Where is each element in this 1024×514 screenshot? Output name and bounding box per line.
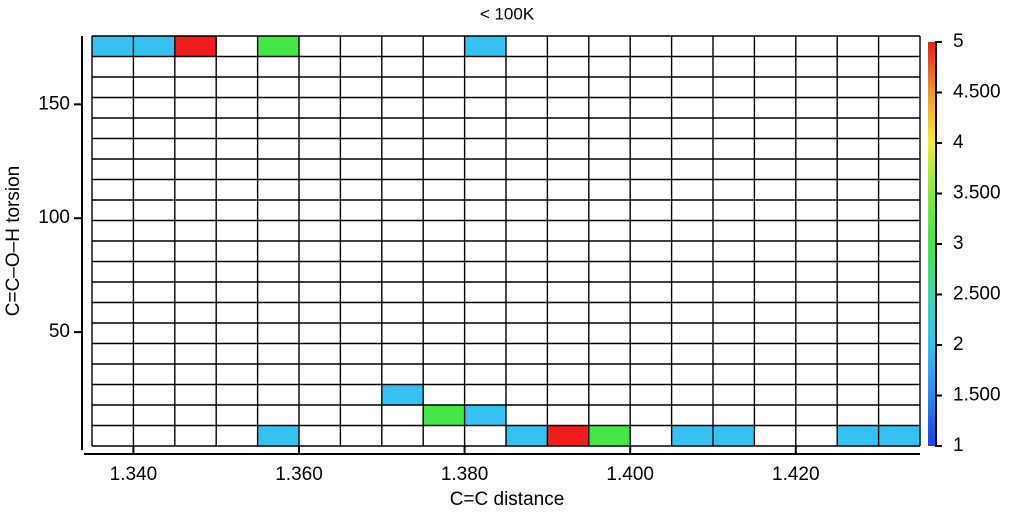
colorbar-tick-label: 3 — [953, 233, 964, 254]
colorbar — [928, 42, 935, 446]
y-tick-label: 100 — [38, 207, 70, 228]
x-tick-label: 1.400 — [606, 464, 654, 485]
heat-cell — [506, 425, 548, 446]
heat-cell — [588, 425, 631, 446]
heat-cell — [464, 36, 506, 57]
heat-cell — [423, 405, 465, 426]
chart-title: < 100K — [480, 4, 535, 23]
heat-cell — [671, 425, 713, 446]
y-tick-label: 150 — [38, 93, 70, 114]
x-tick-label: 1.380 — [441, 464, 489, 485]
colorbar-tick-label: 2 — [953, 334, 964, 355]
x-tick-label: 1.340 — [110, 464, 158, 485]
heat-cell — [547, 425, 589, 446]
y-axis-label: C=C–O–H torsion — [3, 166, 24, 316]
heat-cell — [713, 425, 755, 446]
heat-cell — [381, 384, 424, 405]
x-tick-label: 1.420 — [772, 464, 820, 485]
heat-cell — [257, 425, 299, 446]
x-axis-label: C=C distance — [450, 489, 565, 510]
heat-cell — [174, 36, 217, 57]
heat-cell — [133, 36, 175, 57]
heat-cell — [257, 36, 299, 57]
heat-cell — [464, 405, 506, 426]
heat-cell — [92, 36, 134, 57]
colorbar-tick-label: 1 — [953, 435, 964, 456]
colorbar-tick-label: 2.500 — [953, 284, 1001, 305]
heat-cell — [878, 425, 920, 446]
x-tick-label: 1.360 — [275, 464, 323, 485]
heat-cell — [837, 425, 879, 446]
y-tick-label: 50 — [49, 321, 70, 342]
colorbar-tick-label: 3.500 — [953, 183, 1001, 204]
colorbar-tick-label: 1.500 — [953, 385, 1001, 406]
colorbar-tick-label: 5 — [953, 31, 964, 52]
colorbar-tick-label: 4.500 — [953, 82, 1001, 103]
colorbar-tick-label: 4 — [953, 132, 964, 153]
